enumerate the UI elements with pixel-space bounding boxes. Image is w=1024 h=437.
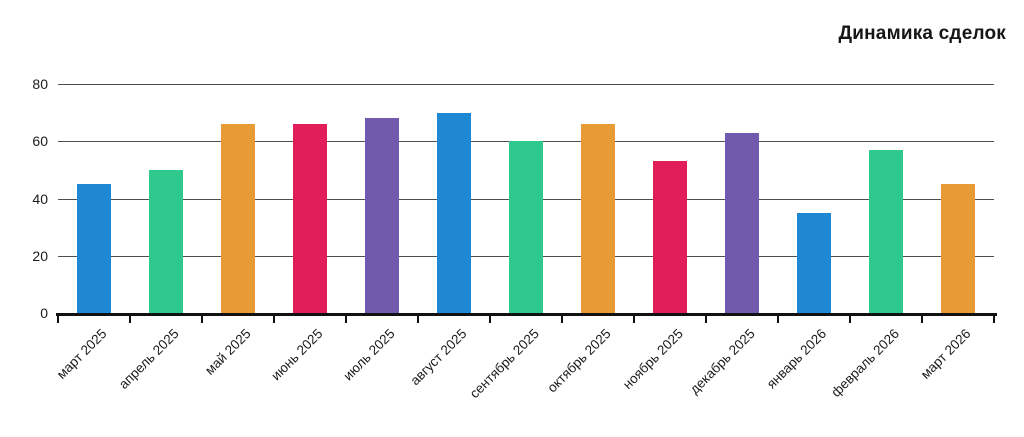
x-axis-tick-mark (345, 316, 347, 323)
x-axis-tick-label: сентябрь 2025 (466, 326, 542, 402)
x-axis-tick-mark (993, 316, 995, 323)
y-axis-tick-label: 20 (32, 247, 48, 264)
y-axis-tick-label: 80 (32, 76, 48, 92)
bar-июнь 2025 (293, 124, 327, 313)
x-axis-tick-label: июль 2025 (340, 326, 398, 384)
bar-март 2026 (941, 184, 975, 313)
x-axis-line (56, 313, 997, 316)
x-axis-tick-mark (489, 316, 491, 323)
x-axis-tick-mark (57, 316, 59, 323)
x-axis-tick-mark (705, 316, 707, 323)
x-axis-tick-label: февраль 2026 (827, 326, 902, 400)
bar-август 2025 (437, 112, 471, 313)
bar-май 2025 (221, 124, 255, 313)
bar-октябрь 2025 (581, 124, 615, 313)
x-axis-tick-label: январь 2026 (764, 326, 830, 392)
x-axis-tick-label: ноябрь 2025 (619, 326, 686, 393)
x-axis-tick-mark (129, 316, 131, 323)
bar-апрель 2025 (149, 169, 183, 313)
x-axis-tick-label: декабрь 2025 (686, 326, 758, 397)
gridline-y-80 (58, 84, 994, 85)
x-axis-tick-label: май 2025 (201, 326, 254, 378)
x-axis-tick-label: июнь 2025 (268, 326, 326, 384)
x-axis-tick-mark (633, 316, 635, 323)
x-axis-tick-label: март 2025 (53, 326, 110, 382)
bar-июль 2025 (365, 118, 399, 313)
y-axis-tick-label: 40 (32, 190, 48, 207)
bar-январь 2026 (797, 212, 831, 313)
bar-ноябрь 2025 (653, 161, 687, 313)
x-axis-tick-label: август 2025 (407, 326, 470, 389)
x-axis-tick-mark (921, 316, 923, 323)
x-axis-tick-mark (777, 316, 779, 323)
x-axis-tick-label: март 2026 (917, 326, 974, 382)
bar-февраль 2026 (869, 149, 903, 313)
x-axis-tick-mark (417, 316, 419, 323)
y-axis-tick-label: 60 (32, 133, 48, 150)
plot-area (58, 84, 994, 313)
x-axis-tick-mark (849, 316, 851, 323)
x-axis-tick-label: октябрь 2025 (544, 326, 614, 396)
x-axis-tick-mark (561, 316, 563, 323)
chart-title: Динамика сделок (838, 23, 1006, 44)
bar-сентябрь 2025 (509, 141, 543, 313)
x-axis-tick-label: апрель 2025 (115, 326, 182, 392)
y-axis-tick-label: 0 (40, 305, 48, 321)
bar-март 2025 (77, 184, 111, 313)
bar-декабрь 2025 (725, 132, 759, 313)
x-axis-tick-mark (201, 316, 203, 323)
x-axis-tick-mark (273, 316, 275, 323)
